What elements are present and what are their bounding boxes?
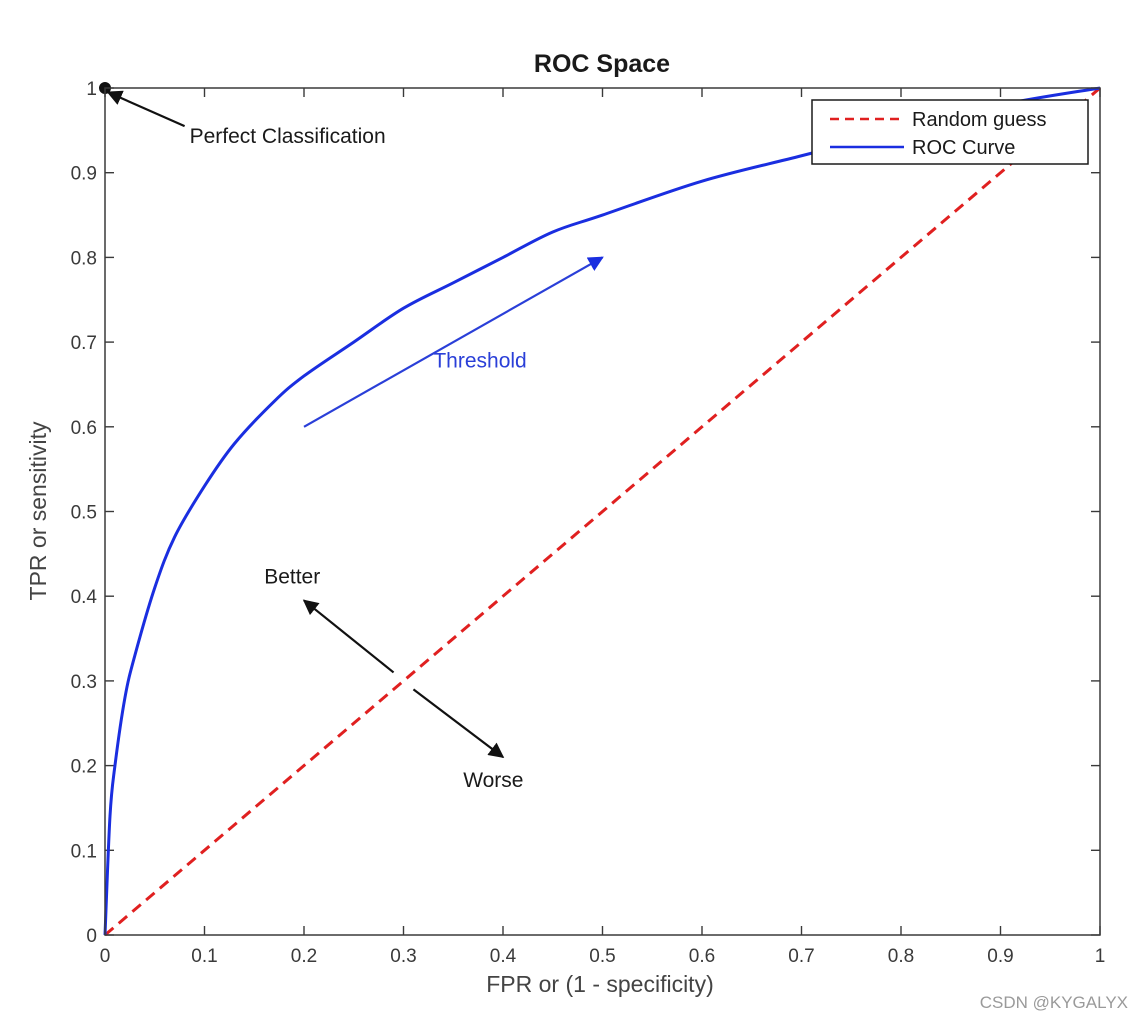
y-tick-label: 0.4 xyxy=(71,587,98,608)
worse-annotation-label: Worse xyxy=(463,769,523,792)
x-tick-label: 0 xyxy=(100,946,111,967)
watermark: CSDN @KYGALYX xyxy=(980,993,1128,1012)
x-tick-label: 0.1 xyxy=(191,946,217,967)
y-tick-label: 0.1 xyxy=(71,841,97,862)
plot-frame xyxy=(104,87,1101,936)
y-tick-label: 0.8 xyxy=(71,248,97,269)
y-tick-label: 0.3 xyxy=(71,672,97,693)
threshold-annotation-label: Threshold xyxy=(433,350,526,373)
x-tick-label: 0.7 xyxy=(788,946,814,967)
y-tick-label: 0.2 xyxy=(71,757,97,778)
x-tick-label: 1 xyxy=(1095,946,1106,967)
x-tick-label: 0.5 xyxy=(589,946,615,967)
perfect-arrow xyxy=(106,90,186,128)
legend: Random guess ROC Curve xyxy=(811,99,1089,165)
x-tick-label: 0.2 xyxy=(291,946,317,967)
x-axis-label: FPR or (1 - specificity) xyxy=(486,971,713,997)
y-tick-label: 0.6 xyxy=(71,418,97,439)
better-annotation-label: Better xyxy=(264,565,320,588)
y-axis-label: TPR or sensitivity xyxy=(25,421,51,600)
y-tick-label: 1 xyxy=(86,79,97,100)
legend-box xyxy=(811,99,1089,165)
series-line-random-guess xyxy=(104,86,1101,937)
legend-label-roc-curve: ROC Curve xyxy=(912,137,1015,159)
legend-label-random-guess: Random guess xyxy=(912,109,1047,131)
x-tick-label: 0.9 xyxy=(987,946,1013,967)
series-layer xyxy=(99,82,1101,937)
ticks-layer: 0 0.1 0.2 0.3 0.4 0.5 0.6 0.7 0.8 0.9 1 0 0.1 0.2 0.3 0… xyxy=(71,79,1106,967)
threshold-arrow xyxy=(303,256,604,428)
x-tick-label: 0.8 xyxy=(888,946,914,967)
x-tick-label: 0.6 xyxy=(689,946,715,967)
perfect-annotation-label: Perfect Classification xyxy=(190,125,386,148)
x-tick-label: 0.3 xyxy=(390,946,416,967)
y-tick-label: 0 xyxy=(86,926,97,947)
x-tick-label: 0.4 xyxy=(490,946,517,967)
worse-arrow xyxy=(412,688,505,759)
annotation-layer: Perfect Classification Threshold Better Wor… xyxy=(106,90,604,792)
y-tick-label: 0.5 xyxy=(71,503,97,524)
y-tick-label: 0.9 xyxy=(71,164,97,185)
better-arrow xyxy=(302,599,395,674)
series-line-roc-curve xyxy=(103,86,1101,936)
y-tick-label: 0.7 xyxy=(71,333,97,354)
chart-title: ROC Space xyxy=(534,50,670,78)
